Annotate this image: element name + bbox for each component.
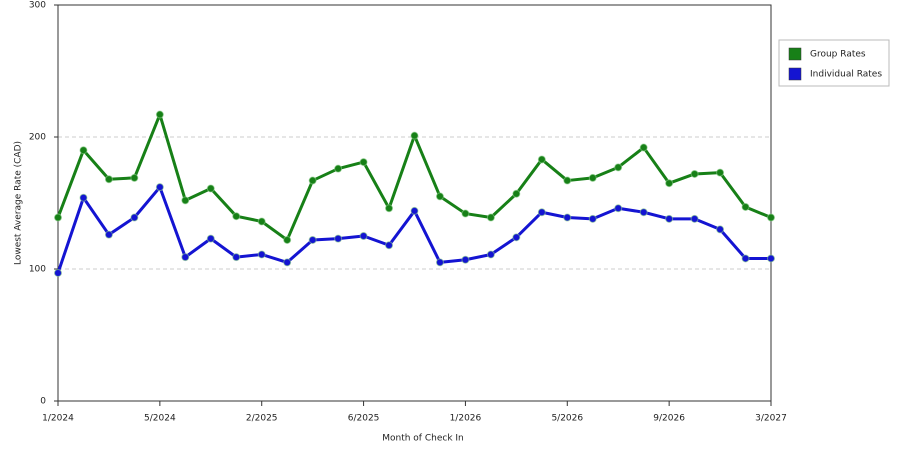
- data-point: [639, 208, 648, 217]
- data-point: [54, 268, 62, 277]
- data-point: [588, 173, 597, 182]
- legend-label: Individual Rates: [810, 70, 882, 80]
- data-point: [767, 213, 775, 222]
- x-axis-label: Month of Check In: [382, 434, 464, 444]
- x-tick-label: 5/2026: [551, 414, 583, 424]
- data-point: [614, 163, 623, 172]
- data-point: [206, 184, 215, 193]
- data-point: [308, 176, 317, 185]
- x-tick-label: 2/2025: [246, 414, 278, 424]
- data-point: [232, 212, 241, 221]
- data-point: [334, 234, 343, 243]
- data-point: [130, 173, 139, 182]
- data-point: [257, 217, 266, 226]
- data-point: [665, 214, 674, 223]
- data-point: [690, 169, 699, 178]
- data-point: [716, 225, 725, 234]
- data-point: [385, 204, 394, 213]
- legend-swatch: [788, 47, 802, 61]
- data-point: [283, 258, 292, 267]
- data-point: [232, 253, 241, 262]
- data-point: [639, 143, 648, 152]
- y-tick-label: 200: [29, 133, 46, 143]
- data-point: [461, 209, 470, 218]
- data-point: [181, 253, 190, 262]
- data-point: [716, 168, 725, 177]
- data-point: [512, 189, 521, 198]
- data-point: [563, 176, 572, 185]
- x-tick-label: 3/2027: [755, 414, 787, 424]
- data-point: [130, 213, 139, 222]
- plot-frame: [57, 4, 772, 402]
- data-point: [283, 235, 292, 244]
- data-point: [665, 179, 674, 188]
- data-point: [385, 241, 394, 250]
- data-point: [588, 214, 597, 223]
- data-point: [486, 213, 495, 222]
- x-tick-label: 6/2025: [348, 414, 380, 424]
- data-point: [155, 110, 164, 119]
- y-axis-label: Lowest Average Rate (CAD): [14, 141, 24, 265]
- data-point: [257, 250, 266, 259]
- legend-swatch: [788, 67, 802, 81]
- data-point: [767, 254, 775, 263]
- data-point: [308, 235, 317, 244]
- data-point: [104, 175, 113, 184]
- data-point: [79, 193, 88, 202]
- data-point: [741, 202, 750, 211]
- data-point: [690, 214, 699, 223]
- data-point: [461, 255, 470, 264]
- data-point: [334, 164, 343, 173]
- data-point: [537, 155, 546, 164]
- data-point: [435, 192, 444, 201]
- data-point: [359, 158, 368, 167]
- x-tick-label: 5/2024: [144, 414, 176, 424]
- data-point: [435, 258, 444, 267]
- data-point: [104, 230, 113, 239]
- x-tick-label: 9/2026: [653, 414, 685, 424]
- y-tick-label: 100: [29, 265, 46, 275]
- data-point: [181, 196, 190, 205]
- x-tick-label: 1/2024: [42, 414, 74, 424]
- x-tick-label: 1/2026: [450, 414, 482, 424]
- data-point: [155, 183, 164, 192]
- data-point: [741, 254, 750, 263]
- data-point: [537, 208, 546, 217]
- y-tick-label: 0: [40, 397, 46, 407]
- data-point: [206, 234, 215, 243]
- data-point: [614, 204, 623, 213]
- data-point: [410, 206, 419, 215]
- data-point: [79, 146, 88, 155]
- data-point: [563, 213, 572, 222]
- data-point: [486, 250, 495, 259]
- data-point: [359, 232, 368, 240]
- data-point: [54, 213, 62, 222]
- data-point: [410, 131, 419, 140]
- data-point: [512, 233, 521, 242]
- y-tick-label: 300: [29, 1, 46, 11]
- legend-label: Group Rates: [810, 50, 866, 60]
